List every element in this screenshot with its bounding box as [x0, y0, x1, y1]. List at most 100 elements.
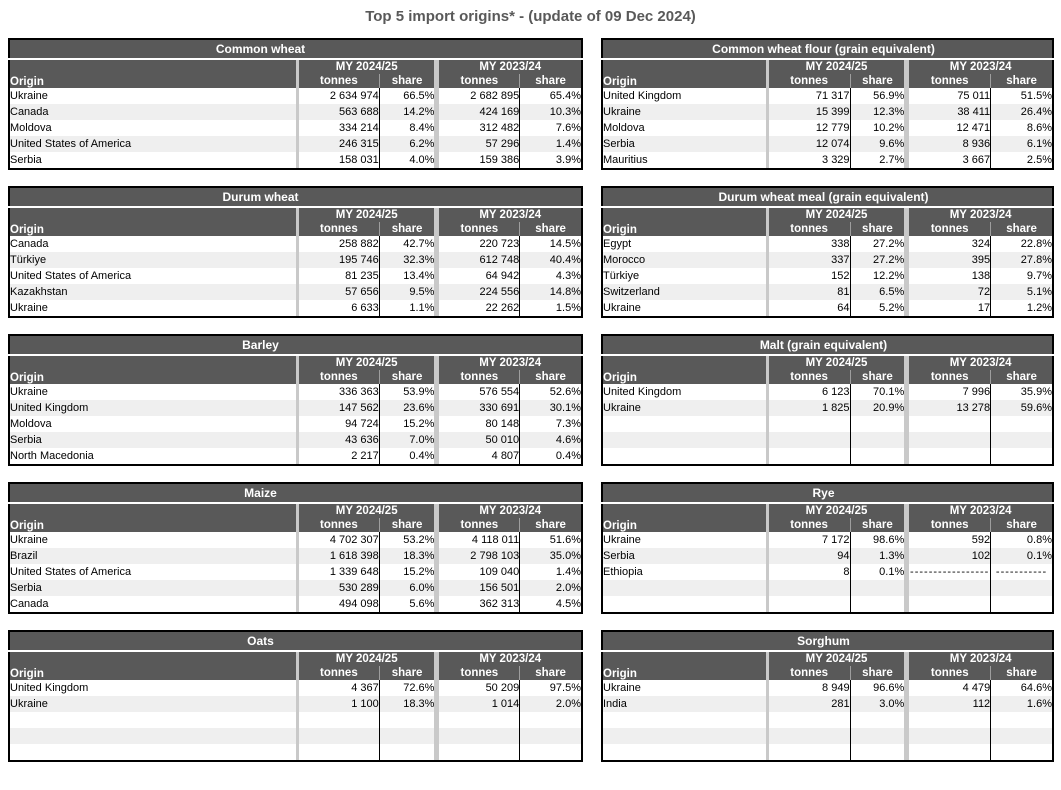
table-row: Serbia 530 289 6.0% 156 501 2.0% [9, 580, 582, 596]
tonnes-previous-cell [909, 416, 991, 432]
column-separator [295, 503, 299, 532]
origin-cell [602, 416, 766, 432]
column-separator [765, 88, 769, 104]
table-row: India 281 3.0% 112 1.6% [602, 696, 1053, 712]
table-common-wheat-flour-grain-equivalent: Common wheat flour (grain equivalent) Ori… [601, 38, 1054, 170]
share-column-header: share [378, 370, 435, 384]
share-column-header: share [378, 518, 435, 532]
tonnes-previous-cell: 13 278 [909, 400, 991, 416]
share-previous-cell [519, 712, 582, 728]
share-current-cell: 23.6% [378, 400, 435, 416]
tonnes-current-cell: 94 724 [298, 416, 380, 432]
share-previous-cell: 0.1% [990, 548, 1053, 564]
origin-cell: Ukraine [9, 532, 296, 548]
share-current-cell: 9.5% [378, 284, 435, 300]
tonnes-previous-cell: 102 [909, 548, 991, 564]
column-separator [434, 252, 440, 268]
origin-cell: India [602, 696, 766, 712]
table-sorghum: Sorghum Origin MY 2024/25 MY 2023/24 tonne… [601, 630, 1054, 762]
share-previous-cell [990, 712, 1053, 728]
tonnes-column-header: tonnes [298, 518, 380, 532]
tonnes-column-header: tonnes [909, 666, 991, 680]
column-separator [765, 355, 769, 384]
origin-column-header: Origin [602, 59, 766, 88]
share-current-cell: 9.6% [849, 136, 905, 152]
origin-cell [9, 712, 296, 728]
column-separator [295, 268, 299, 284]
share-current-cell: 70.1% [849, 384, 905, 400]
column-separator [434, 104, 440, 120]
my-previous-header: MY 2023/24 [909, 355, 1053, 370]
column-separator [904, 680, 910, 696]
column-separator [765, 651, 769, 680]
share-previous-cell: 27.8% [990, 252, 1053, 268]
column-separator [434, 207, 440, 236]
share-current-cell: 4.0% [378, 152, 435, 169]
share-current-cell: 12.3% [849, 104, 905, 120]
tonnes-column-header: tonnes [768, 518, 851, 532]
table-row: Ukraine 15 399 12.3% 38 411 26.4% [602, 104, 1053, 120]
share-current-cell [849, 416, 905, 432]
tonnes-previous-cell [439, 728, 520, 744]
share-previous-cell: 40.4% [519, 252, 582, 268]
table-row: Ukraine 6 633 1.1% 22 262 1.5% [9, 300, 582, 317]
share-column-header: share [519, 518, 582, 532]
share-previous-cell [990, 596, 1053, 613]
column-separator [765, 236, 769, 252]
origin-column-header: Origin [9, 207, 296, 236]
column-separator [434, 728, 440, 744]
table-row: United States of America 81 235 13.4% 64 … [9, 268, 582, 284]
column-separator [904, 532, 910, 548]
column-separator [295, 104, 299, 120]
column-separator [904, 580, 910, 596]
tonnes-column-header: tonnes [298, 370, 380, 384]
tonnes-previous-cell [909, 712, 991, 728]
table-row: Moldova 94 724 15.2% 80 148 7.3% [9, 416, 582, 432]
tonnes-column-header: tonnes [909, 74, 991, 88]
my-current-header: MY 2024/25 [768, 503, 905, 518]
origin-cell: Ukraine [9, 696, 296, 712]
tonnes-previous-cell: 8 936 [909, 136, 991, 152]
tonnes-current-cell [768, 596, 851, 613]
share-previous-cell: 1.5% [519, 300, 582, 317]
tonnes-current-cell: 8 949 [768, 680, 851, 696]
origin-cell: Ukraine [602, 532, 766, 548]
share-current-cell: 5.6% [378, 596, 435, 613]
tonnes-current-cell: 71 317 [768, 88, 851, 104]
share-current-cell: 53.2% [378, 532, 435, 548]
tonnes-current-cell: 6 123 [768, 384, 851, 400]
tonnes-previous-cell: 57 296 [439, 136, 520, 152]
column-separator [904, 104, 910, 120]
column-separator [295, 548, 299, 564]
share-column-header: share [519, 222, 582, 236]
table-title: Rye [602, 483, 1053, 504]
column-separator [295, 580, 299, 596]
column-separator [904, 596, 910, 613]
tonnes-current-cell: 12 779 [768, 120, 851, 136]
origin-cell: Ukraine [9, 384, 296, 400]
origin-cell: Egypt [602, 236, 766, 252]
origin-cell [602, 448, 766, 465]
origin-column-header: Origin [602, 355, 766, 384]
tonnes-previous-cell: 50 209 [439, 680, 520, 696]
tables-column-left: Common wheat Origin MY 2024/25 MY 2023/24… [8, 38, 583, 778]
share-column-header: share [519, 74, 582, 88]
tonnes-previous-cell: 220 723 [439, 236, 520, 252]
share-current-cell: 18.3% [378, 696, 435, 712]
tonnes-previous-cell: 4 807 [439, 448, 520, 465]
share-current-cell: 8.4% [378, 120, 435, 136]
column-separator [765, 120, 769, 136]
tonnes-current-cell: 158 031 [298, 152, 380, 169]
tonnes-previous-cell: 324 [909, 236, 991, 252]
table-row: Kazakhstan 57 656 9.5% 224 556 14.8% [9, 284, 582, 300]
tonnes-current-cell: 152 [768, 268, 851, 284]
share-current-cell: 27.2% [849, 236, 905, 252]
share-current-cell: 42.7% [378, 236, 435, 252]
column-separator [295, 355, 299, 384]
tonnes-current-cell [768, 728, 851, 744]
share-previous-cell: 8.6% [990, 120, 1053, 136]
measure-header-row: tonnes share tonnes share [602, 74, 1053, 88]
table-row [602, 448, 1053, 465]
tonnes-current-cell: 1 618 398 [298, 548, 380, 564]
column-separator [295, 432, 299, 448]
